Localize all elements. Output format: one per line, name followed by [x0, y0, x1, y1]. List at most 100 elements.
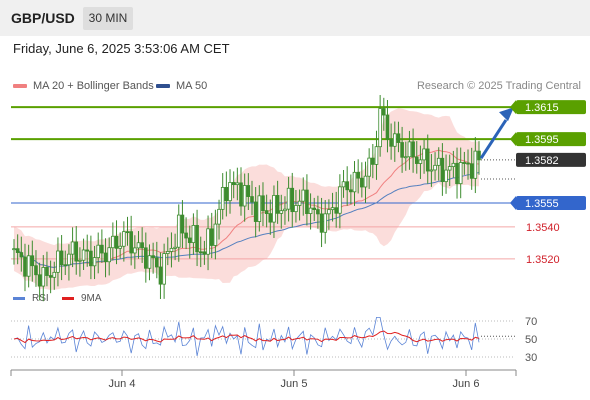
candle-body — [330, 207, 335, 211]
candle-body — [345, 181, 349, 191]
candle-body — [316, 209, 320, 215]
candle-body — [371, 157, 375, 165]
candle-body — [319, 213, 324, 233]
rsi-swatch-icon — [13, 297, 25, 300]
legend-rsi-ma: 9MA — [62, 293, 102, 304]
candle-body — [56, 250, 60, 273]
candle-body — [202, 251, 207, 255]
candle-body — [458, 162, 463, 185]
candle-body — [180, 214, 185, 234]
candle-body — [338, 186, 342, 214]
forecast-arrowhead-icon — [499, 107, 514, 122]
level-label-1.3555: 1.3555 — [525, 198, 559, 210]
candle-body — [213, 223, 218, 246]
candle-body — [96, 244, 101, 259]
rsi-ma-line — [13, 330, 480, 344]
copyright-text: Research © 2025 Trading Central — [416, 80, 581, 92]
legend-ma20: MA 20 + Bollinger Bands — [13, 80, 154, 92]
candle-body — [382, 108, 386, 116]
candle-body — [294, 205, 298, 213]
candle-body — [67, 253, 71, 266]
candle-body — [323, 213, 328, 233]
candle-body — [440, 157, 445, 183]
candle-body — [118, 245, 122, 249]
level-badge-1.3555 — [516, 195, 586, 210]
candle-body — [206, 228, 210, 255]
level-labels: 1.3615 1.3595 1.3555 1.3540 1.3520 1.3582 — [510, 100, 586, 266]
level-badge-pointer-icon — [510, 100, 516, 115]
candle-body — [367, 157, 371, 177]
candle-body — [352, 171, 357, 193]
candle-body — [158, 266, 163, 285]
candle-body — [198, 251, 203, 254]
candle-body — [173, 246, 177, 249]
candle-body — [246, 185, 251, 197]
candle-body — [242, 185, 247, 207]
level-label-1.3615: 1.3615 — [525, 102, 559, 114]
candle-body — [272, 195, 276, 223]
candle-body — [334, 207, 339, 214]
candle-body — [444, 169, 448, 183]
candle-body — [356, 171, 360, 179]
candle-body — [305, 189, 309, 214]
candle-body — [217, 208, 221, 225]
candle-body — [107, 247, 111, 263]
level-badge-1.3595 — [516, 132, 586, 147]
candle-body — [396, 133, 401, 143]
candle-body — [360, 177, 364, 188]
candle-body — [48, 275, 53, 278]
candle-body — [455, 162, 459, 185]
candle-body — [114, 235, 119, 249]
candle-body — [224, 187, 229, 202]
level-badge-pointer-icon — [510, 132, 516, 147]
candle-body — [162, 253, 166, 285]
candle-body — [165, 251, 170, 254]
legend-ma50-label: MA 50 — [176, 80, 208, 92]
current-price-badge — [516, 152, 586, 167]
candle-body — [122, 231, 126, 247]
candle-body — [74, 241, 79, 262]
candle-body — [257, 195, 262, 222]
candle-body — [261, 195, 265, 212]
candle-body — [92, 257, 97, 267]
candle-body — [37, 274, 42, 287]
candle-body — [389, 138, 393, 147]
candle-body — [418, 159, 423, 164]
candle-body — [184, 232, 188, 239]
candle-body — [12, 248, 16, 251]
candle-body — [125, 231, 130, 234]
candle-body — [176, 214, 181, 248]
candle-body — [144, 247, 148, 269]
candle-body — [378, 108, 382, 148]
candle-body — [111, 235, 115, 249]
candle-body — [469, 163, 474, 179]
candle-body — [41, 267, 46, 287]
candle-body — [187, 237, 192, 244]
candle-body — [385, 114, 390, 140]
candles — [12, 95, 514, 302]
level-label-1.3540: 1.3540 — [526, 222, 560, 234]
candle-body — [422, 148, 426, 161]
candle-body — [19, 252, 24, 258]
level-label-1.3595: 1.3595 — [525, 134, 559, 146]
candle-body — [63, 264, 68, 267]
candle-body — [411, 141, 415, 158]
candle-body — [301, 189, 306, 202]
candle-body — [103, 252, 108, 263]
x-axis-tick-label: Jun 6 — [453, 378, 480, 390]
candle-body — [290, 187, 295, 213]
timeframe-button[interactable]: 30 MIN — [83, 7, 133, 30]
candle-body — [81, 249, 86, 261]
candle-body — [436, 157, 441, 166]
candle-body — [78, 259, 82, 262]
current-price-label: 1.3582 — [525, 155, 559, 167]
candle-body — [283, 208, 287, 212]
level-label-1.3520: 1.3520 — [526, 254, 560, 266]
candle-body — [363, 175, 368, 188]
candle-body — [312, 207, 317, 210]
candle-body — [85, 249, 90, 252]
candle-body — [154, 257, 159, 268]
legend-rsi: RSI — [13, 293, 49, 304]
legend-ma50: MA 50 — [156, 80, 207, 92]
candle-body — [466, 162, 470, 165]
